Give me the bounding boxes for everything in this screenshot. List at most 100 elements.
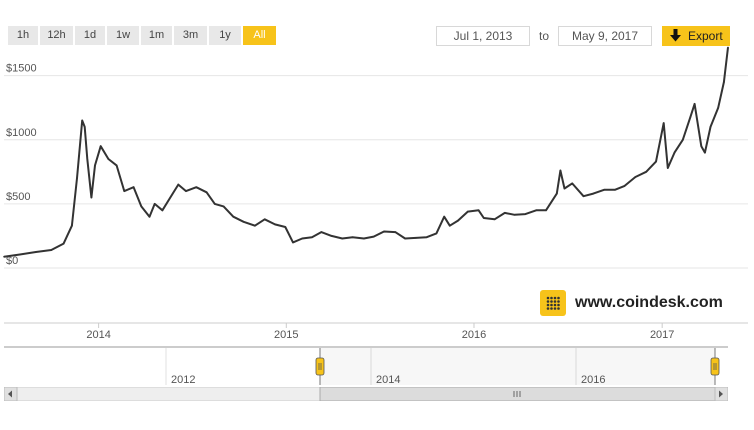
data-point — [645, 171, 647, 173]
scrollbar[interactable] — [4, 387, 728, 401]
data-point — [242, 221, 245, 223]
price-chart: $0 $500 $1000 $1500 2014 2015 2016 2017 — [3, 46, 748, 341]
data-point — [504, 212, 506, 214]
data-point — [435, 232, 438, 235]
data-point — [81, 119, 83, 122]
data-point — [667, 167, 669, 169]
data-point — [483, 217, 485, 219]
data-point — [311, 236, 313, 238]
data-point — [320, 231, 323, 233]
navigator-selection[interactable] — [320, 348, 715, 385]
x-tick-label: 2016 — [462, 329, 486, 341]
data-point — [467, 210, 469, 213]
data-point — [148, 215, 151, 218]
data-point — [563, 187, 566, 190]
data-point — [71, 224, 73, 227]
range-button-1w[interactable]: 1w — [107, 26, 139, 45]
range-button-all[interactable]: All — [243, 26, 276, 45]
data-point — [195, 186, 198, 188]
data-point — [727, 46, 729, 49]
data-point — [723, 81, 725, 83]
data-point — [301, 237, 304, 240]
data-point — [351, 236, 354, 238]
data-point — [457, 219, 459, 222]
scroll-right-arrow-icon — [719, 390, 723, 398]
download-arrow-icon — [670, 29, 681, 42]
data-point — [222, 205, 225, 208]
data-point — [341, 237, 344, 240]
data-point — [662, 122, 665, 124]
data-point — [132, 186, 135, 188]
navigator-label: 2012 — [171, 374, 195, 386]
to-date-input[interactable]: May 9, 2017 — [558, 26, 652, 46]
y-tick-label: $1500 — [6, 63, 37, 75]
y-tick-label: $500 — [6, 191, 30, 203]
coindesk-logo-icon — [540, 290, 566, 316]
data-point — [524, 213, 527, 215]
navigator-right-handle[interactable] — [710, 357, 720, 376]
navigator-left-handle[interactable] — [315, 357, 325, 376]
data-point — [153, 203, 156, 205]
y-tick-label: $0 — [6, 255, 18, 267]
data-point — [107, 158, 110, 160]
range-selector: 1h 12h 1d 1w 1m 3m 1y All — [8, 26, 276, 45]
export-button[interactable]: Export — [662, 26, 730, 46]
data-point — [35, 251, 37, 253]
navigator: 2012 2014 2016 — [4, 346, 728, 386]
data-point — [493, 218, 496, 221]
from-date-input[interactable]: Jul 1, 2013 — [436, 26, 530, 46]
data-point — [94, 164, 96, 167]
data-point — [634, 176, 637, 178]
data-point — [394, 231, 397, 233]
data-point — [700, 145, 703, 147]
to-label: to — [539, 29, 550, 43]
scroll-left-arrow-icon — [8, 390, 12, 398]
range-button-1y[interactable]: 1y — [209, 26, 241, 45]
range-button-1m[interactable]: 1m — [141, 26, 172, 45]
range-button-3m[interactable]: 3m — [174, 26, 207, 45]
data-point — [443, 215, 446, 218]
data-point — [123, 190, 126, 192]
data-point — [689, 115, 692, 118]
data-point — [582, 195, 585, 197]
data-point — [556, 192, 558, 195]
data-point — [655, 160, 657, 163]
data-point — [330, 235, 333, 237]
data-point — [404, 237, 406, 240]
data-point — [383, 230, 385, 233]
data-point — [90, 196, 93, 199]
navigator-label: 2016 — [581, 374, 605, 386]
data-point — [513, 214, 516, 216]
data-point — [83, 126, 86, 128]
coindesk-brand: www.coindesk.com — [540, 290, 723, 316]
x-tick-label: 2014 — [86, 329, 110, 341]
data-point — [62, 242, 65, 245]
data-point — [682, 139, 684, 141]
data-point — [614, 189, 616, 191]
data-point — [205, 191, 208, 194]
data-point — [284, 226, 287, 228]
data-point — [99, 145, 102, 147]
data-point — [571, 182, 573, 185]
data-point — [363, 237, 365, 240]
data-point — [535, 209, 537, 212]
x-tick-label: 2017 — [650, 329, 674, 341]
data-point — [559, 169, 562, 172]
range-button-12h[interactable]: 12h — [40, 26, 73, 45]
data-point — [161, 209, 164, 212]
range-button-1d[interactable]: 1d — [75, 26, 105, 45]
data-point — [3, 255, 5, 258]
data-point — [274, 223, 276, 226]
data-point — [477, 209, 480, 212]
data-point — [19, 253, 21, 256]
data-point — [292, 241, 294, 244]
brand-url: www.coindesk.com — [575, 294, 723, 311]
data-point — [214, 203, 216, 205]
data-point — [717, 106, 719, 109]
data-point — [673, 151, 676, 154]
data-point — [415, 237, 417, 239]
y-tick-label: $1000 — [6, 127, 37, 139]
data-point — [171, 192, 174, 195]
range-button-1h[interactable]: 1h — [8, 26, 38, 45]
data-point — [603, 189, 605, 191]
